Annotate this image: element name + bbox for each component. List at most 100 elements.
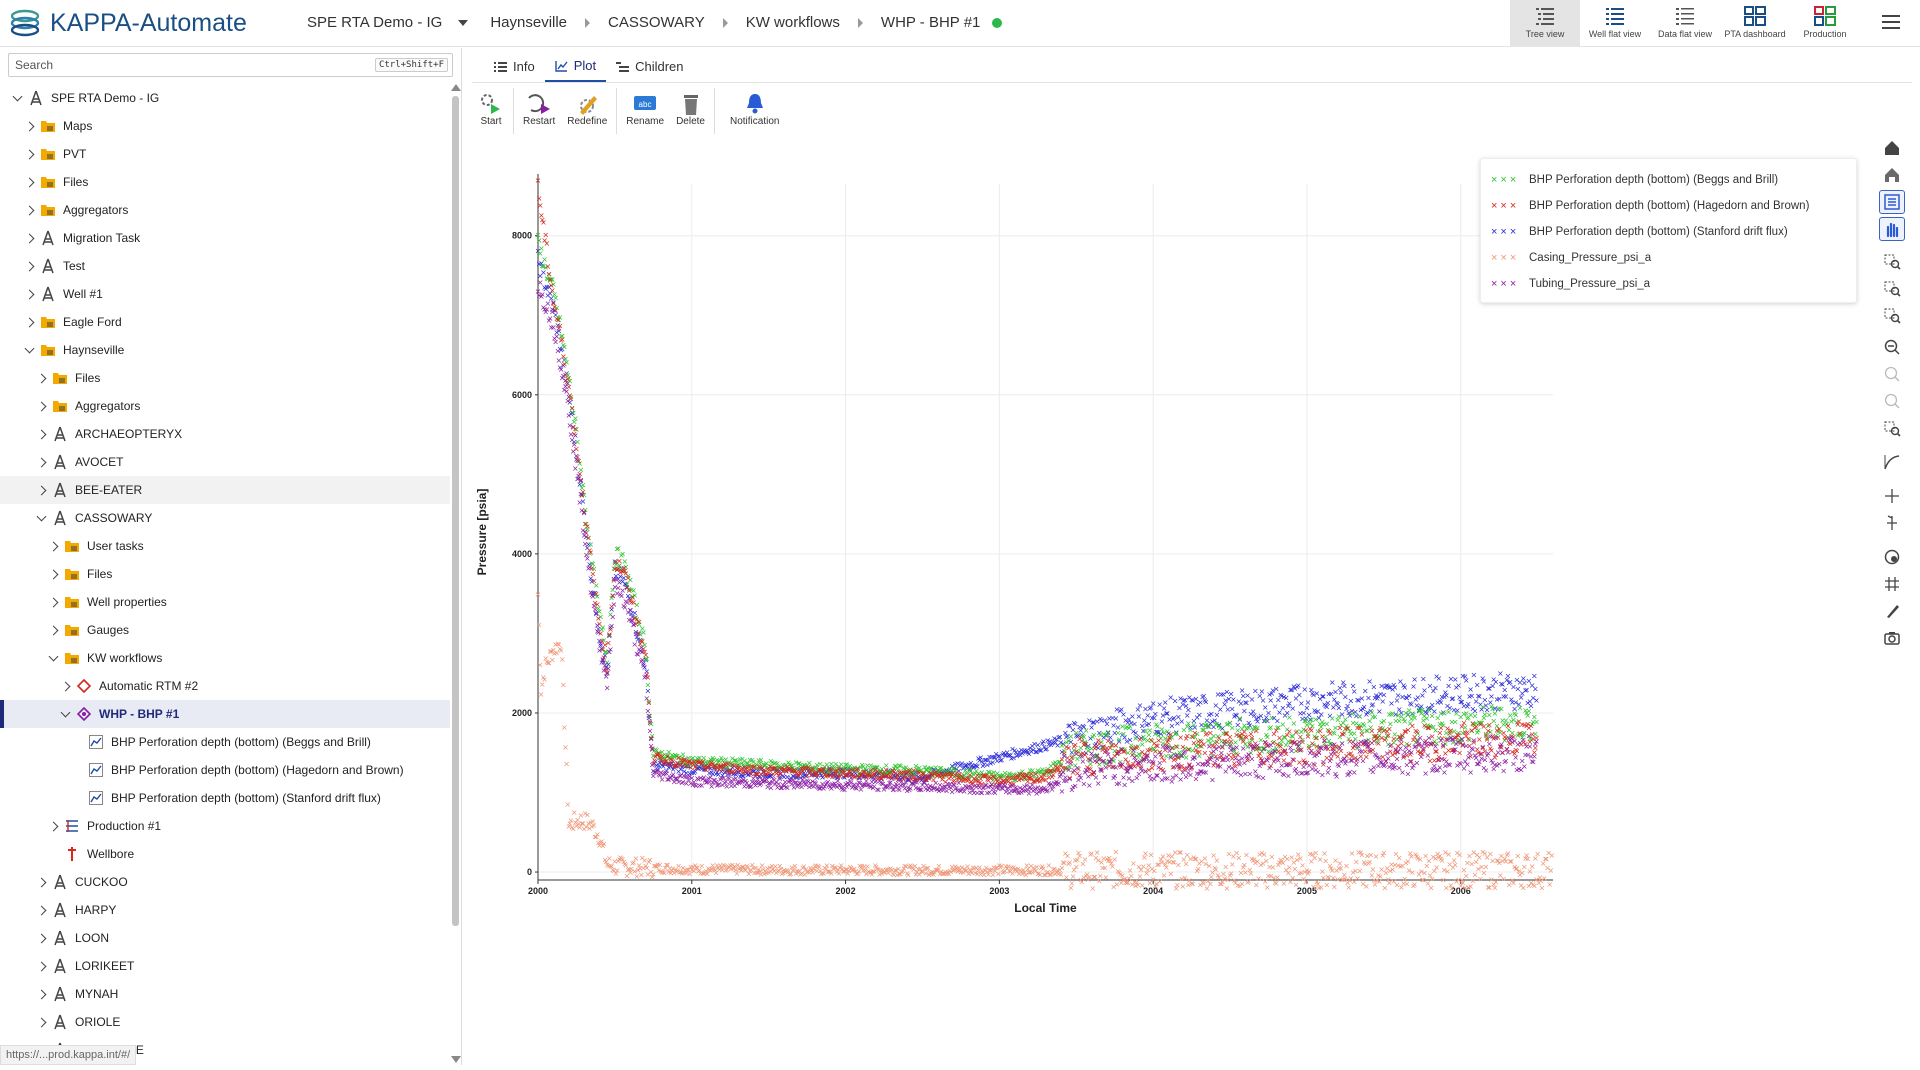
camera-button[interactable] bbox=[1879, 626, 1905, 650]
tree-item[interactable]: HARPY bbox=[0, 896, 450, 924]
legend-item[interactable]: ××× BHP Perforation depth (bottom) (Haged… bbox=[1491, 193, 1846, 219]
zoom-out-button[interactable] bbox=[1879, 335, 1905, 359]
curve-button[interactable] bbox=[1879, 450, 1905, 474]
chevron-down-icon[interactable] bbox=[58, 707, 72, 717]
chevron-right-icon[interactable] bbox=[22, 149, 36, 159]
breadcrumb-item[interactable]: KW workflows bbox=[745, 14, 840, 31]
tree-item[interactable]: KW workflows bbox=[0, 644, 450, 672]
tree-item[interactable]: Maps bbox=[0, 112, 450, 140]
tree-item[interactable]: BEE-EATER bbox=[0, 476, 450, 504]
tree-item[interactable]: BHP Perforation depth (bottom) (Hagedorn… bbox=[0, 756, 450, 784]
chevron-right-icon[interactable] bbox=[34, 1017, 48, 1027]
tree-item[interactable]: Files bbox=[0, 560, 450, 588]
chevron-right-icon[interactable] bbox=[22, 317, 36, 327]
chevron-right-icon[interactable] bbox=[34, 373, 48, 383]
chevron-right-icon[interactable] bbox=[34, 905, 48, 915]
chevron-right-icon[interactable] bbox=[34, 933, 48, 943]
tree-item[interactable]: PVT bbox=[0, 140, 450, 168]
notification-button[interactable]: Notification bbox=[718, 88, 791, 138]
breadcrumb-item-current[interactable]: WHP - BHP #1 bbox=[880, 14, 981, 31]
home-button[interactable] bbox=[1879, 136, 1905, 160]
tree-item[interactable]: Haynseville bbox=[0, 336, 450, 364]
tree-item[interactable]: SPE RTA Demo - IG bbox=[0, 84, 450, 112]
tree-item[interactable]: Files bbox=[0, 364, 450, 392]
pan-hand-button[interactable] bbox=[1879, 217, 1905, 241]
chevron-down-icon[interactable] bbox=[34, 511, 48, 521]
chevron-right-icon[interactable] bbox=[46, 541, 60, 551]
menu-button[interactable] bbox=[1882, 14, 1900, 35]
restart-button[interactable]: Restart bbox=[517, 88, 561, 138]
chevron-right-icon[interactable] bbox=[22, 121, 36, 131]
tree-item[interactable]: User tasks bbox=[0, 532, 450, 560]
color-button[interactable] bbox=[1879, 545, 1905, 569]
chevron-right-icon[interactable] bbox=[34, 485, 48, 495]
tree-item[interactable]: ARCHAEOPTERYX bbox=[0, 420, 450, 448]
chevron-right-icon[interactable] bbox=[34, 989, 48, 999]
chevron-down-icon[interactable] bbox=[10, 91, 24, 101]
breadcrumb-project[interactable]: SPE RTA Demo - IG bbox=[307, 14, 443, 31]
chevron-right-icon[interactable] bbox=[22, 289, 36, 299]
tree-item[interactable]: Aggregators bbox=[0, 392, 450, 420]
chevron-right-icon[interactable] bbox=[46, 569, 60, 579]
chevron-right-icon[interactable] bbox=[34, 457, 48, 467]
zoom-fit-button[interactable] bbox=[1879, 416, 1905, 440]
plot-area[interactable]: 0 2000 4000 6000 8000 2000 2001 2002 2003 2004 200… bbox=[472, 138, 1912, 1065]
tree-item[interactable]: WHP - BHP #1 bbox=[0, 700, 450, 728]
tab-info[interactable]: Info bbox=[484, 54, 545, 82]
tree-item[interactable]: Wellbore bbox=[0, 840, 450, 868]
tree-item[interactable]: ORIOLE bbox=[0, 1008, 450, 1036]
tree-item[interactable]: LORIKEET bbox=[0, 952, 450, 980]
rename-button[interactable]: abc Rename bbox=[620, 88, 670, 138]
scroll-up-icon[interactable] bbox=[451, 84, 461, 91]
well-flat-view-button[interactable]: Well flat view bbox=[1580, 0, 1650, 47]
tab-children[interactable]: Children bbox=[606, 54, 693, 82]
legend-item[interactable]: ××× BHP Perforation depth (bottom) (Stanf… bbox=[1491, 219, 1846, 245]
legend-item[interactable]: ××× BHP Perforation depth (bottom) (Beggs… bbox=[1491, 167, 1846, 193]
undo-button[interactable] bbox=[1879, 362, 1905, 386]
delete-button[interactable]: Delete bbox=[670, 88, 711, 138]
tab-plot[interactable]: Plot bbox=[544, 54, 607, 82]
chevron-right-icon[interactable] bbox=[34, 961, 48, 971]
chevron-down-icon[interactable] bbox=[46, 651, 60, 661]
breadcrumb-item[interactable]: Haynseville bbox=[490, 14, 568, 31]
data-flat-view-button[interactable]: Data flat view bbox=[1650, 0, 1720, 47]
chevron-right-icon[interactable] bbox=[22, 205, 36, 215]
tree-item[interactable]: CASSOWARY bbox=[0, 504, 450, 532]
production-button[interactable]: Production bbox=[1790, 0, 1860, 47]
tree-item[interactable]: Test bbox=[0, 252, 450, 280]
redefine-button[interactable]: Redefine bbox=[561, 88, 613, 138]
tree-item[interactable]: Eagle Ford bbox=[0, 308, 450, 336]
tree-item[interactable]: Aggregators bbox=[0, 196, 450, 224]
project-dropdown-icon[interactable] bbox=[458, 19, 469, 26]
home-alt-button[interactable] bbox=[1879, 163, 1905, 187]
chevron-right-icon[interactable] bbox=[58, 681, 72, 691]
chevron-right-icon[interactable] bbox=[22, 233, 36, 243]
scroll-down-icon[interactable] bbox=[451, 1056, 461, 1063]
tree-item[interactable]: Production #1 bbox=[0, 812, 450, 840]
series-3[interactable]: ××××××××××××××××××××××××××××××××××××××××… bbox=[535, 590, 1556, 893]
chevron-right-icon[interactable] bbox=[34, 877, 48, 887]
chart-legend[interactable]: ××× BHP Perforation depth (bottom) (Beggs… bbox=[1480, 158, 1857, 303]
series-1[interactable]: ××××××××××××××××××××××××××××××××××××××××… bbox=[535, 176, 1540, 790]
tree-item[interactable]: AVOCET bbox=[0, 448, 450, 476]
legend-button[interactable] bbox=[1879, 190, 1905, 214]
tree-view-button[interactable]: Tree view bbox=[1510, 0, 1580, 47]
series-2[interactable]: ××××××××××××××××××××××××××××××××××××××××… bbox=[535, 246, 1540, 785]
zoom-box-button[interactable] bbox=[1879, 249, 1905, 273]
tree-item[interactable]: BHP Perforation depth (bottom) (Beggs an… bbox=[0, 728, 450, 756]
tree-scrollbar[interactable] bbox=[450, 84, 462, 1065]
zoom-x-button[interactable] bbox=[1879, 276, 1905, 300]
redo-button[interactable] bbox=[1879, 389, 1905, 413]
tree-item[interactable]: Automatic RTM #2 bbox=[0, 672, 450, 700]
app-logo[interactable]: KAPPA-Automate bbox=[8, 6, 247, 40]
chevron-right-icon[interactable] bbox=[46, 597, 60, 607]
search-input[interactable]: Search Ctrl+Shift+F bbox=[8, 53, 453, 77]
tree-item[interactable]: LOON bbox=[0, 924, 450, 952]
brush-button[interactable] bbox=[1879, 599, 1905, 623]
tree-item[interactable]: Well #1 bbox=[0, 280, 450, 308]
chevron-right-icon[interactable] bbox=[46, 625, 60, 635]
tree-item[interactable]: Migration Task bbox=[0, 224, 450, 252]
tree-item[interactable]: BHP Perforation depth (bottom) (Stanford… bbox=[0, 784, 450, 812]
crosshair-button[interactable] bbox=[1879, 484, 1905, 508]
